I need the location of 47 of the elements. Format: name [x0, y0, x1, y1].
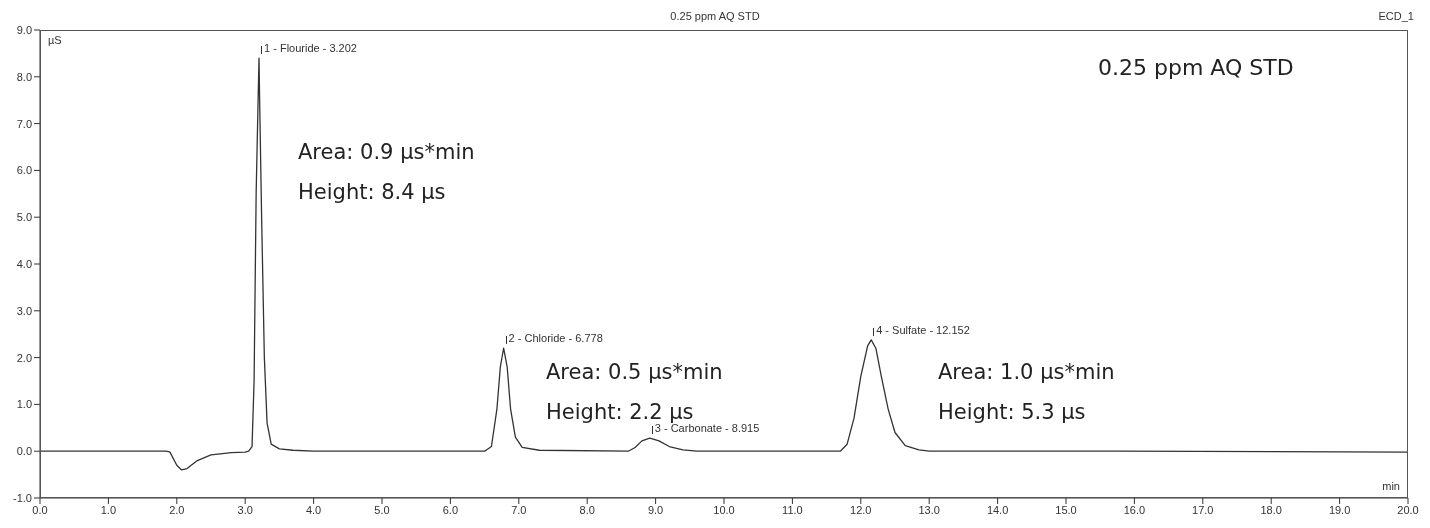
x-tick-label: 0.0 [32, 503, 48, 516]
x-tick-label: 16.0 [1123, 503, 1146, 516]
annotation: Area: 0.5 µs*min [546, 360, 723, 384]
annotation: Height: 8.4 µs [298, 180, 446, 204]
annotation: Height: 5.3 µs [938, 400, 1086, 424]
y-tick-label: 3.0 [16, 304, 32, 317]
annotation: Height: 2.2 µs [546, 400, 694, 424]
x-tick-label: 2.0 [169, 503, 185, 516]
x-tick-label: 11.0 [782, 503, 803, 516]
annotation: 2 - Chloride - 6.778 [508, 332, 603, 345]
y-tick-label: 7.0 [16, 117, 32, 130]
y-tick-label: 5.0 [16, 211, 32, 224]
x-tick-label: 18.0 [1260, 503, 1282, 516]
y-tick-label: 2.0 [16, 351, 32, 364]
y-tick-label: -1.0 [13, 491, 32, 504]
x-tick-label: 7.0 [511, 503, 527, 516]
x-tick-label: 8.0 [579, 503, 595, 516]
x-tick-label: 13.0 [918, 503, 940, 516]
x-tick-label: 15.0 [1055, 503, 1077, 516]
annotation: 3 - Carbonate - 8.915 [654, 422, 760, 435]
x-tick-label: 10.0 [713, 503, 735, 516]
x-tick-label: 17.0 [1192, 503, 1214, 516]
y-tick-label: 0.0 [16, 445, 32, 458]
x-tick-label: 20.0 [1397, 503, 1419, 516]
annotation: 4 - Sulfate - 12.152 [876, 323, 970, 336]
x-tick-label: 12.0 [850, 503, 872, 516]
y-tick-label: 4.0 [16, 257, 32, 270]
x-tick-label: 9.0 [647, 503, 664, 516]
annotation: Area: 1.0 µs*min [938, 360, 1115, 384]
y-axis-title: µS [48, 34, 62, 46]
x-tick-label: 4.0 [305, 503, 322, 516]
y-tick-label: 9.0 [16, 23, 32, 36]
y-tick-label: 1.0 [16, 398, 32, 411]
x-tick-label: 14.0 [986, 503, 1009, 516]
x-tick-label: 6.0 [442, 503, 459, 516]
x-tick-label: 19.0 [1328, 503, 1351, 516]
x-tick-label: 5.0 [374, 503, 390, 516]
y-tick-label: 8.0 [16, 70, 32, 83]
x-axis-title: min [1382, 480, 1400, 492]
chart-title: 0.25 ppm AQ STD [670, 10, 760, 22]
y-tick-label: 6.0 [16, 164, 32, 177]
text: ECD_1 [1378, 10, 1414, 22]
annotation: 1 - Flouride - 3.202 [264, 42, 357, 55]
x-tick-label: 1.0 [100, 503, 117, 516]
annotation: 0.25 ppm AQ STD [1098, 55, 1294, 80]
x-tick-label: 3.0 [237, 503, 253, 516]
annotation: Area: 0.9 µs*min [298, 140, 475, 164]
